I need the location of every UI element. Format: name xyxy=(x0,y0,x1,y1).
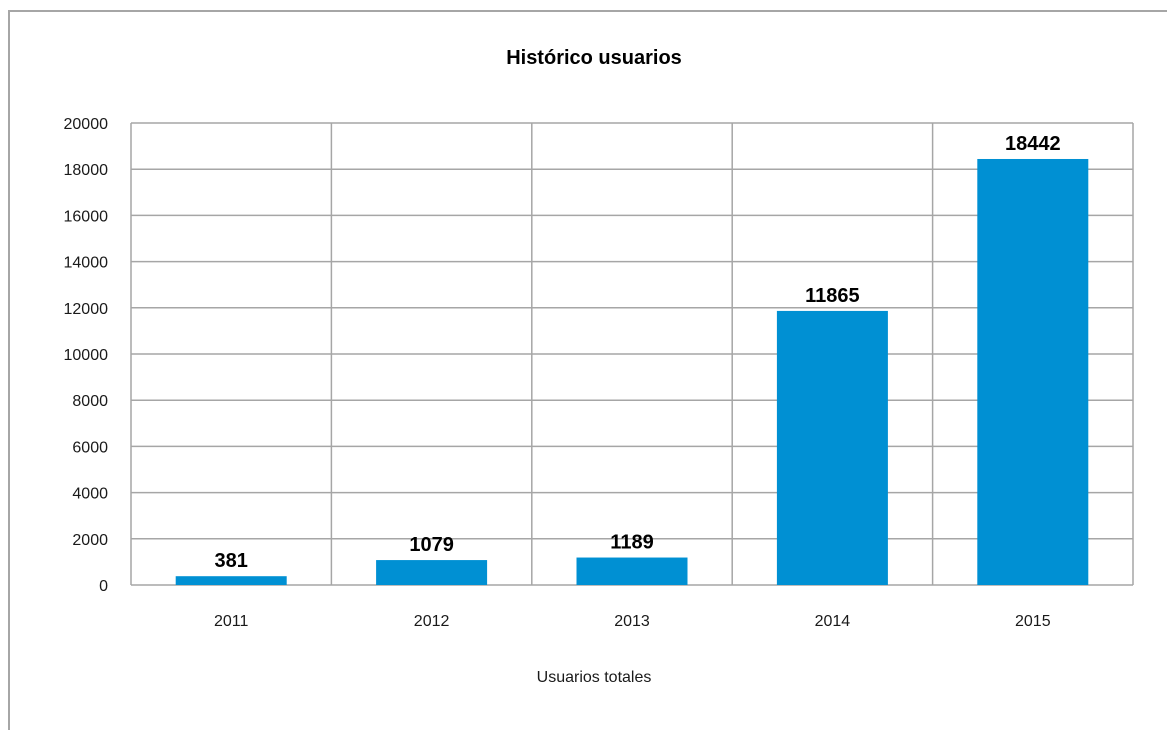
y-tick-label: 6000 xyxy=(72,439,108,456)
data-label: 18442 xyxy=(1005,133,1061,155)
bars xyxy=(175,158,1089,585)
legend-label: Usuarios totales xyxy=(537,669,652,686)
y-tick-label: 14000 xyxy=(64,255,109,272)
x-tick-label: 2013 xyxy=(614,613,650,630)
x-axis-tick-labels: 2011 2012 2013 2014 2015 xyxy=(214,613,1051,630)
data-label: 381 xyxy=(215,550,248,572)
data-labels: 381 1079 1189 11865 18442 xyxy=(215,133,1061,572)
y-tick-label: 20000 xyxy=(64,116,109,133)
data-label: 1189 xyxy=(610,532,653,554)
chart-title: Histórico usuarios xyxy=(506,47,682,69)
grid-lines xyxy=(130,122,1134,586)
bar-chart: Histórico usuarios 0 2000 4000 6000 8000 1000… xyxy=(64,47,1134,686)
y-tick-label: 18000 xyxy=(64,162,109,179)
y-tick-label: 0 xyxy=(99,578,108,595)
y-tick-label: 16000 xyxy=(64,208,109,225)
y-tick-label: 2000 xyxy=(72,532,108,549)
x-tick-label: 2015 xyxy=(1015,613,1051,630)
chart-frame xyxy=(8,10,1167,730)
y-axis-tick-labels: 0 2000 4000 6000 8000 10000 12000 14000 16000 180… xyxy=(64,116,109,595)
x-tick-label: 2014 xyxy=(815,613,851,630)
y-tick-label: 12000 xyxy=(64,301,109,318)
y-tick-label: 4000 xyxy=(72,486,108,503)
bar-2011 xyxy=(175,576,287,585)
bar-2014 xyxy=(776,310,888,585)
data-label: 11865 xyxy=(805,285,860,307)
bar-2015 xyxy=(977,158,1089,585)
data-label: 1079 xyxy=(409,534,454,556)
bar-2012 xyxy=(376,560,488,585)
bar-2013 xyxy=(576,557,688,585)
x-tick-label: 2011 xyxy=(214,613,249,630)
y-tick-label: 10000 xyxy=(64,347,109,364)
y-tick-label: 8000 xyxy=(72,393,108,410)
x-tick-label: 2012 xyxy=(414,613,450,630)
